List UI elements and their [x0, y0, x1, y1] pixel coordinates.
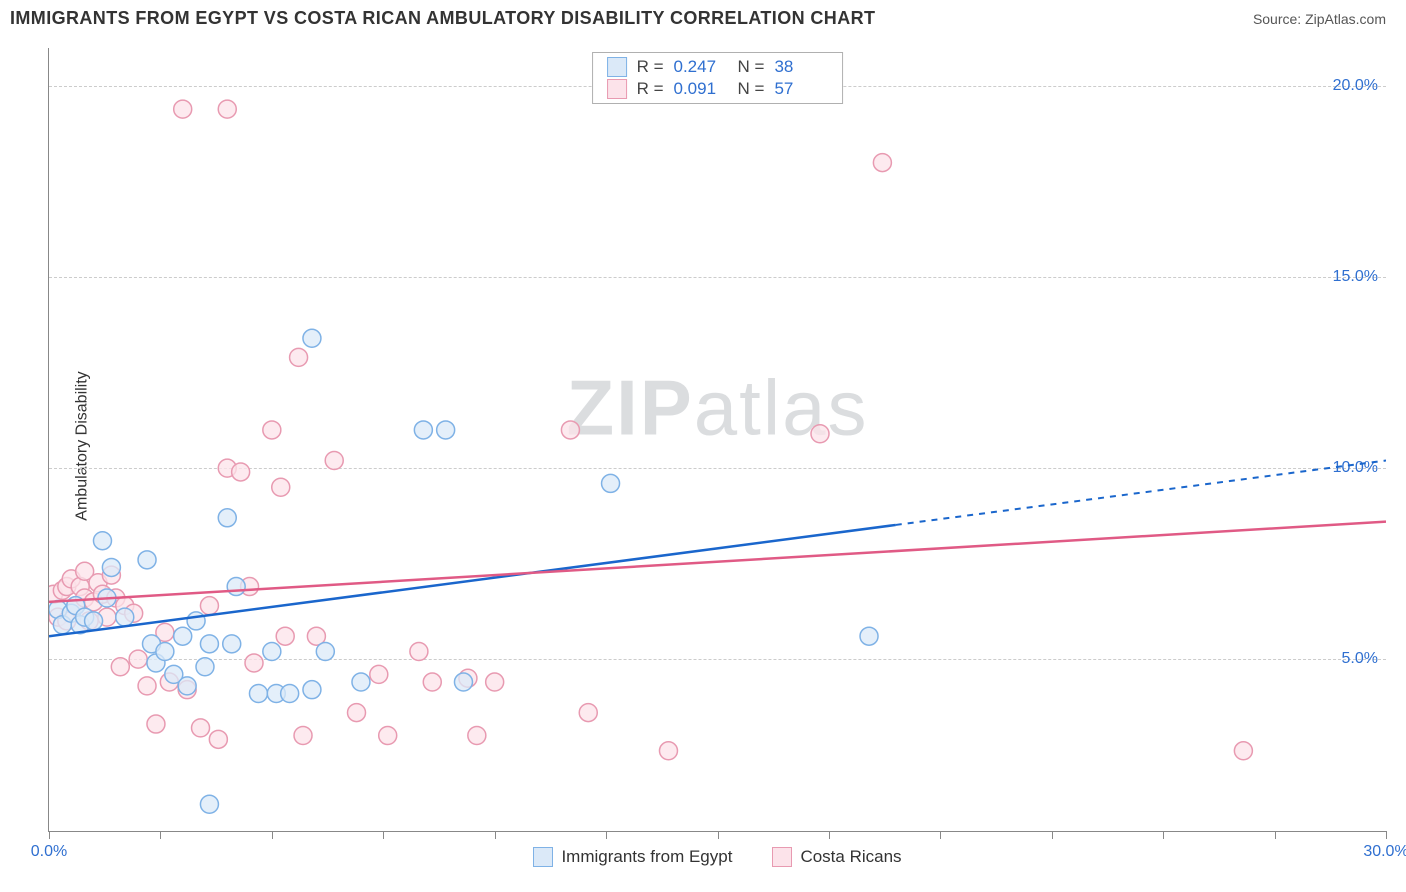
data-point	[116, 608, 134, 626]
data-point	[379, 727, 397, 745]
legend-swatch-icon	[533, 847, 553, 867]
data-point	[290, 348, 308, 366]
scatter-plot-svg	[49, 48, 1386, 831]
data-point	[352, 673, 370, 691]
stat-r-label: R =	[637, 79, 664, 99]
data-point	[263, 421, 281, 439]
data-point	[281, 684, 299, 702]
legend-stats-box: R = 0.247 N = 38 R = 0.091 N = 57	[592, 52, 844, 104]
stat-r-value: 0.247	[674, 57, 728, 77]
data-point	[370, 665, 388, 683]
x-tick	[383, 831, 384, 839]
data-point	[138, 551, 156, 569]
source-label: Source: ZipAtlas.com	[1253, 11, 1386, 27]
trend-line-dashed	[896, 461, 1386, 525]
data-point	[468, 727, 486, 745]
data-point	[223, 635, 241, 653]
data-point	[303, 329, 321, 347]
legend-item-series-0: Immigrants from Egypt	[533, 847, 732, 867]
data-point	[187, 612, 205, 630]
data-point	[561, 421, 579, 439]
data-point	[263, 642, 281, 660]
data-point	[174, 627, 192, 645]
data-point	[602, 474, 620, 492]
data-point	[209, 730, 227, 748]
data-point	[276, 627, 294, 645]
legend-label: Costa Ricans	[800, 847, 901, 867]
x-tick	[49, 831, 50, 839]
data-point	[659, 742, 677, 760]
data-point	[111, 658, 129, 676]
data-point	[437, 421, 455, 439]
data-point	[85, 612, 103, 630]
data-point	[579, 704, 597, 722]
legend-stats-row: R = 0.091 N = 57	[607, 79, 829, 99]
x-tick	[940, 831, 941, 839]
legend-swatch-series-0	[607, 57, 627, 77]
data-point	[245, 654, 263, 672]
data-point	[316, 642, 334, 660]
data-point	[873, 154, 891, 172]
data-point	[227, 578, 245, 596]
data-point	[93, 532, 111, 550]
legend-label: Immigrants from Egypt	[561, 847, 732, 867]
x-tick	[1163, 831, 1164, 839]
stat-r-value: 0.091	[674, 79, 728, 99]
data-point	[147, 715, 165, 733]
data-point	[410, 642, 428, 660]
data-point	[325, 452, 343, 470]
data-point	[138, 677, 156, 695]
x-tick	[606, 831, 607, 839]
data-point	[192, 719, 210, 737]
stat-n-value: 57	[774, 79, 828, 99]
trend-line	[49, 525, 896, 636]
legend-swatch-series-1	[607, 79, 627, 99]
data-point	[454, 673, 472, 691]
data-point	[200, 597, 218, 615]
data-point	[348, 704, 366, 722]
data-point	[486, 673, 504, 691]
data-point	[414, 421, 432, 439]
data-point	[303, 681, 321, 699]
data-point	[200, 635, 218, 653]
data-point	[218, 100, 236, 118]
x-tick	[1275, 831, 1276, 839]
stat-n-value: 38	[774, 57, 828, 77]
x-tick	[272, 831, 273, 839]
data-point	[272, 478, 290, 496]
x-tick	[829, 831, 830, 839]
data-point	[218, 509, 236, 527]
data-point	[860, 627, 878, 645]
chart-area: ZIPatlas R = 0.247 N = 38 R = 0.091 N = …	[48, 48, 1386, 832]
trend-line	[49, 522, 1386, 602]
legend-stats-row: R = 0.247 N = 38	[607, 57, 829, 77]
data-point	[423, 673, 441, 691]
stat-n-label: N =	[738, 79, 765, 99]
data-point	[178, 677, 196, 695]
legend-item-series-1: Costa Ricans	[772, 847, 901, 867]
data-point	[811, 425, 829, 443]
data-point	[294, 727, 312, 745]
data-point	[102, 558, 120, 576]
x-tick	[1386, 831, 1387, 839]
x-tick-label: 30.0%	[1363, 843, 1406, 861]
data-point	[200, 795, 218, 813]
legend-swatch-icon	[772, 847, 792, 867]
data-point	[129, 650, 147, 668]
x-tick	[1052, 831, 1053, 839]
stat-n-label: N =	[738, 57, 765, 77]
data-point	[156, 642, 174, 660]
chart-title: IMMIGRANTS FROM EGYPT VS COSTA RICAN AMB…	[10, 8, 875, 29]
data-point	[1234, 742, 1252, 760]
bottom-legend: Immigrants from Egypt Costa Ricans	[49, 847, 1386, 867]
stat-r-label: R =	[637, 57, 664, 77]
data-point	[196, 658, 214, 676]
x-tick	[160, 831, 161, 839]
data-point	[174, 100, 192, 118]
data-point	[249, 684, 267, 702]
data-point	[232, 463, 250, 481]
x-tick-label: 0.0%	[31, 843, 67, 861]
x-tick	[718, 831, 719, 839]
x-tick	[495, 831, 496, 839]
